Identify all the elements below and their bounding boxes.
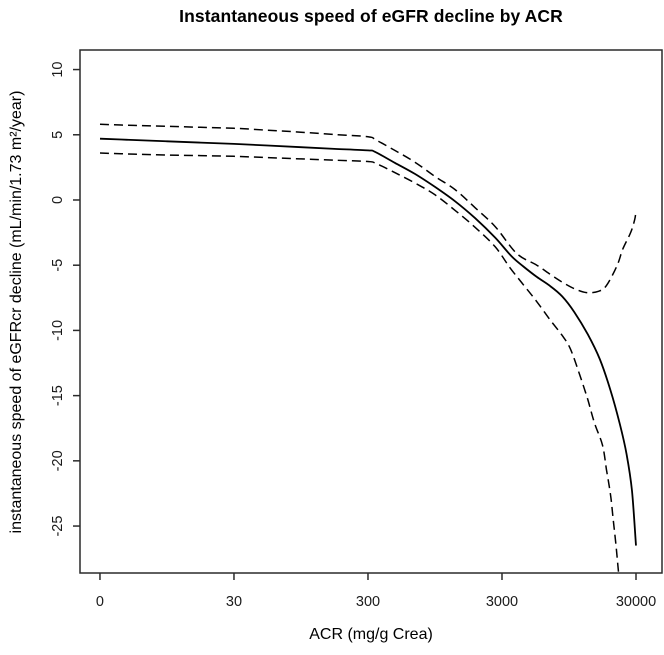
x-tick-label: 3000 (486, 594, 518, 610)
series-lower-confidence-band (99, 152, 620, 574)
x-tick-label: 0 (96, 594, 104, 610)
x-axis-label: ACR (mg/g Crea) (309, 626, 433, 643)
series-estimate (99, 137, 637, 546)
x-tick-label: 30 (226, 594, 242, 610)
y-tick-label: -5 (50, 259, 66, 272)
series-upper-confidence-band (99, 123, 637, 294)
y-tick-label: -20 (50, 450, 66, 471)
y-tick-label: 10 (50, 61, 66, 77)
y-tick-label: 5 (50, 131, 66, 139)
y-tick-label: -25 (50, 516, 66, 537)
y-tick-label: -10 (50, 320, 66, 341)
x-axis-ticks: 0 30 300 3000 30000 (96, 573, 656, 610)
y-tick-label: 0 (50, 196, 66, 204)
chart-title: Instantaneous speed of eGFR decline by A… (179, 6, 563, 26)
y-tick-label: -15 (50, 385, 66, 406)
x-tick-label: 300 (356, 594, 380, 610)
y-axis-ticks: 10 5 0 -5 -10 -15 -20 -25 (50, 61, 80, 537)
x-tick-label: 30000 (616, 594, 656, 610)
plot-box (79, 49, 663, 574)
